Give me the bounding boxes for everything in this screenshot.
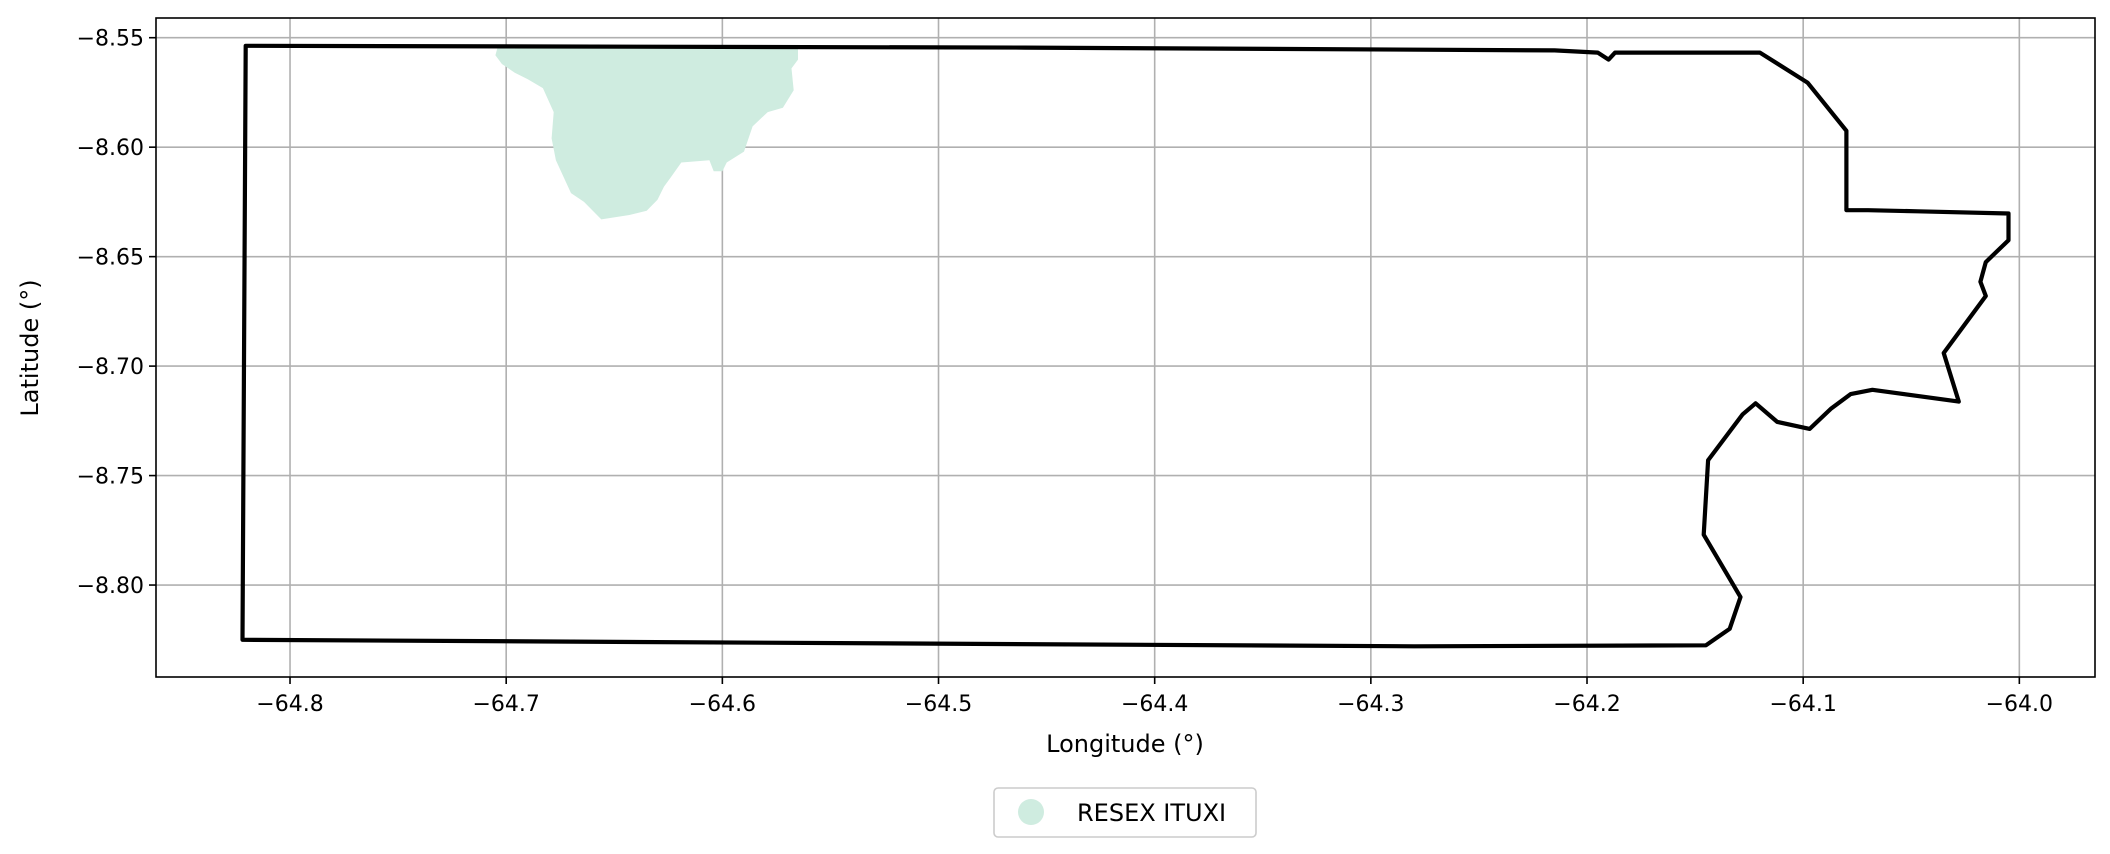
legend-frame <box>993 787 1257 838</box>
x-tick-label-5: −64.3 <box>1337 692 1404 717</box>
y-ticks: −8.55 −8.60 −8.65 −8.70 −8.75 −8.80 <box>77 27 156 599</box>
y-tick-label-1: −8.60 <box>77 136 144 161</box>
grid <box>156 18 2095 677</box>
y-tick-label-5: −8.80 <box>77 574 144 599</box>
y-tick-label-4: −8.75 <box>77 465 144 490</box>
x-tick-label-1: −64.7 <box>472 692 539 717</box>
x-tick-label-3: −64.5 <box>905 692 972 717</box>
x-axis-label: Longitude (°) <box>1046 730 1204 758</box>
x-tick-label-4: −64.4 <box>1121 692 1188 717</box>
x-tick-label-6: −64.2 <box>1553 692 1620 717</box>
x-tick-label-7: −64.1 <box>1769 692 1836 717</box>
x-ticks: −64.8 −64.7 −64.6 −64.5 −64.4 −64.3 −64.2 −64.1… <box>256 677 2053 717</box>
legend-swatch-resex-ituxi <box>1018 799 1044 825</box>
y-tick-label-2: −8.65 <box>77 246 144 271</box>
legend-label-resex-ituxi: RESEX ITUXI <box>1077 799 1226 827</box>
boundary-outline <box>240 43 2011 649</box>
plot-frame <box>155 17 2096 678</box>
x-tick-label-0: −64.8 <box>256 692 323 717</box>
resex-ituxi-area-layer <box>495 47 798 220</box>
y-tick-label-3: −8.70 <box>77 355 144 380</box>
y-tick-label-0: −8.55 <box>77 27 144 52</box>
x-tick-label-8: −64.0 <box>1986 692 2053 717</box>
boundary-outline-layer <box>240 43 2011 649</box>
y-axis-label: Latitude (°) <box>16 279 44 416</box>
x-tick-label-2: −64.6 <box>689 692 756 717</box>
area-resex-ituxi <box>495 47 798 220</box>
legend: RESEX ITUXI <box>993 787 1257 838</box>
